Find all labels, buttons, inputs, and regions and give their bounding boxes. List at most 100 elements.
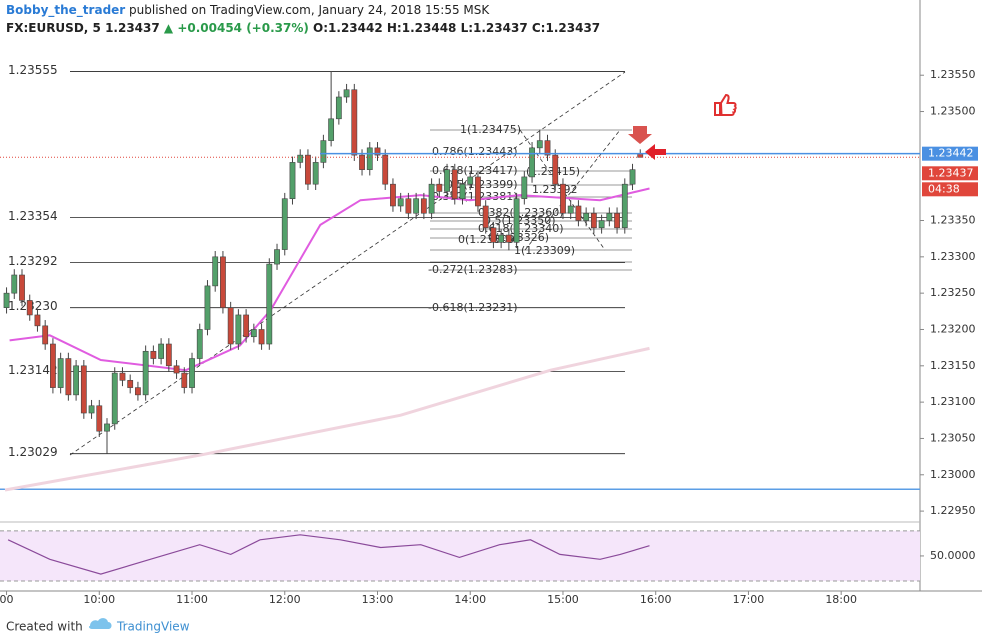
candle-body: [467, 176, 474, 185]
candle-body: [142, 350, 149, 396]
y-tick-label: 1.23350: [930, 214, 976, 227]
candle-body: [289, 162, 296, 200]
candle-body: [135, 387, 141, 396]
candle-body: [529, 147, 535, 178]
level-label: 1.23230: [8, 299, 58, 313]
close: C:1.23437: [531, 21, 601, 35]
x-tick-label: 18:00: [825, 593, 857, 606]
candle-body: [397, 198, 404, 207]
candle-body: [196, 329, 203, 359]
fib-label: 0.382(1.23360): [478, 206, 564, 219]
x-tick-label: 10:00: [83, 593, 115, 606]
candle-body: [26, 300, 33, 316]
candle-body: [320, 140, 327, 163]
y-tick-label: 1.23550: [930, 68, 976, 81]
candle-body: [436, 183, 443, 192]
candle-body: [243, 314, 250, 338]
candle-body: [11, 274, 18, 294]
candle-body: [73, 365, 79, 396]
candle-body: [343, 89, 350, 98]
candle-body: [621, 183, 628, 229]
candle-body: [544, 140, 551, 156]
candle-body: [266, 263, 273, 345]
candle-body: [50, 343, 56, 388]
y-tick-label: 1.23150: [930, 359, 976, 372]
candle-body: [274, 249, 280, 265]
candle-body: [351, 89, 358, 156]
price-tag-label: 1.23442: [928, 147, 974, 160]
candle-body: [413, 198, 420, 214]
y-tick-label: 1.23300: [930, 250, 976, 263]
candle-body: [104, 423, 110, 432]
candle-body: [235, 314, 242, 345]
candle-body: [614, 212, 620, 229]
candle-body: [189, 358, 195, 388]
candle-body: [459, 183, 466, 200]
candle-body: [498, 234, 505, 243]
fib-label: 1(1.23309): [514, 244, 575, 257]
arrow-down-icon: [628, 126, 652, 144]
fib-label: 0.786(1.23443): [432, 145, 518, 158]
price-tag: [922, 146, 978, 161]
tradingview-logo: [88, 618, 112, 629]
candle-body: [297, 154, 304, 163]
candle-body: [536, 140, 543, 149]
candle-body: [629, 169, 636, 185]
candle-body: [227, 307, 234, 345]
candle-body: [420, 198, 427, 214]
y-tick-label: 1.23250: [930, 286, 976, 299]
high: H:1.23448: [386, 21, 457, 35]
moving-average: [4, 346, 650, 492]
x-tick-label: 11:00: [176, 593, 208, 606]
fib-label: 0.5(1.23350): [484, 214, 556, 227]
y-tick-label: 1.22950: [930, 504, 976, 517]
candle-body: [390, 183, 396, 207]
x-tick-label: 17:00: [733, 593, 765, 606]
candle-body: [521, 176, 528, 200]
candle-body: [490, 227, 497, 243]
arrow-left-icon: [645, 144, 666, 160]
x-tick-label: 15:00: [547, 593, 579, 606]
level-label: 1.23029: [8, 445, 58, 459]
candle-body: [220, 256, 226, 308]
y-tick-label: 1.23000: [930, 468, 976, 481]
candle-body: [96, 405, 103, 432]
candle-body: [475, 176, 481, 207]
y-tick-label: 1.23100: [930, 395, 976, 408]
legend-line: FX:EURUSD, 5 1.23437 ▲ +0.00454 (+0.37%)…: [6, 21, 600, 35]
candle-body: [281, 198, 288, 250]
countdown-tag: [922, 182, 978, 197]
y-tick-label: 1.23200: [930, 322, 976, 335]
candle-body: [405, 198, 412, 214]
fib-label: 0.618(1.23340): [478, 222, 564, 235]
candle-body: [328, 118, 335, 141]
candle-body: [560, 183, 566, 214]
last-price: 1.23437: [105, 21, 160, 35]
x-tick-label: 12:00: [269, 593, 301, 606]
candle-body: [119, 372, 126, 381]
candle-body: [451, 169, 458, 200]
footer-text: Created with: [6, 620, 83, 634]
brand-text: TradingView: [116, 620, 190, 634]
published: published on TradingView.com, January 24…: [129, 3, 490, 17]
fib-label: -0.272(1.23283): [428, 263, 518, 276]
open: O:1.23442: [313, 21, 383, 35]
candle-body: [335, 96, 342, 120]
trend-line: [69, 71, 626, 456]
candle-body: [382, 154, 389, 185]
symbol: FX:EURUSD, 5: [6, 21, 101, 35]
candle-body: [150, 350, 157, 359]
candle-body: [165, 343, 172, 367]
candle-body: [513, 198, 520, 243]
level-label: 1.23292: [8, 254, 58, 268]
candle-body: [57, 358, 64, 388]
candle-body: [204, 285, 211, 330]
y-tick-label: 1.23500: [930, 105, 976, 118]
rsi-tick-label: 50.0000: [930, 549, 976, 562]
candle-body: [305, 154, 311, 185]
y-tick-label: 1.23050: [930, 431, 976, 444]
candle-body: [359, 154, 365, 170]
x-tick-label: 16:00: [640, 593, 672, 606]
moving-average: [9, 187, 650, 372]
